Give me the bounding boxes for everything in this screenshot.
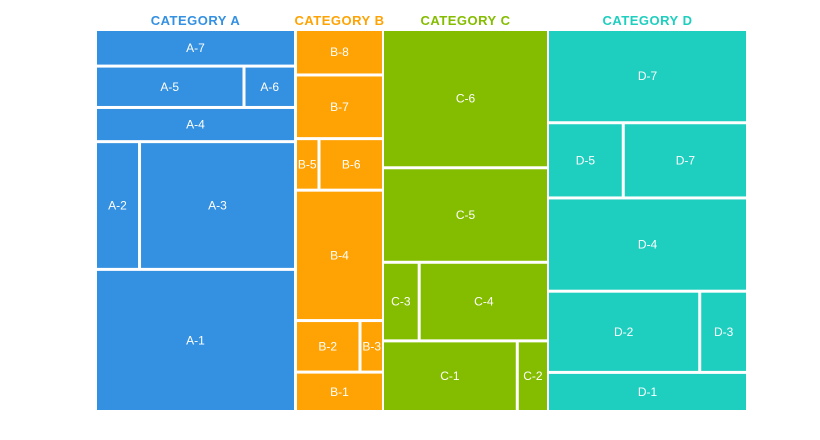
category-b-tile-b-7-1 — [297, 76, 382, 138]
category-d-tile-d-3-5 — [701, 292, 746, 371]
category-c-tile-c-4-3-label: C-4 — [474, 295, 494, 309]
category-a-tile-a-6-2 — [245, 67, 294, 106]
category-a-tile-a-2-4 — [97, 143, 139, 268]
category-b-tile-b-3-6-label: B-3 — [362, 339, 381, 353]
category-a-tile-a-5-1-label: A-5 — [160, 80, 179, 94]
category-c-tile-c-5-1-label: C-5 — [456, 208, 476, 222]
category-d-tile-d-2-4-label: D-2 — [614, 325, 634, 339]
category-d-tile-d-3-5-label: D-3 — [714, 325, 734, 339]
category-a-tile-a-3-5 — [141, 143, 294, 268]
category-b-tile-b-1-7 — [297, 373, 382, 410]
category-c-tile-c-6-0 — [384, 31, 547, 167]
category-d-tile-d-1-6-label: D-1 — [638, 385, 658, 399]
category-d-tile-d-7-2-label: D-7 — [676, 153, 696, 167]
category-b-tile-b-4-4-label: B-4 — [330, 248, 349, 262]
category-c-tile-c-5-1 — [384, 169, 547, 261]
category-d-tile-d-5-1 — [549, 124, 622, 197]
category-a-tile-a-1-6 — [97, 270, 294, 410]
category-c-tile-c-2-5 — [518, 342, 547, 410]
category-b-tile-b-8-0 — [297, 31, 382, 74]
category-d-tile-d-7-2 — [624, 124, 746, 197]
category-d-title: CATEGORY D — [603, 13, 693, 28]
category-b-tile-b-5-2 — [297, 140, 318, 189]
category-b-tile-b-6-3 — [320, 140, 382, 189]
category-b-tile-b-1-7-label: B-1 — [330, 385, 349, 399]
category-a-tile-a-5-1 — [97, 67, 243, 106]
category-b-title: CATEGORY B — [295, 13, 385, 28]
category-a-tile-a-7-0 — [97, 31, 294, 65]
category-c-tile-c-3-2 — [384, 263, 418, 340]
category-a-title: CATEGORY A — [151, 13, 241, 28]
category-a-tile-a-4-3 — [97, 108, 294, 141]
category-d-tile-d-7-0-label: D-7 — [638, 69, 658, 83]
category-c-tile-c-3-2-label: C-3 — [391, 295, 411, 309]
category-b-tile-b-5-2-label: B-5 — [298, 157, 317, 171]
category-c-tile-c-2-5-label: C-2 — [523, 369, 543, 383]
category-b-tile-b-6-3-label: B-6 — [342, 157, 361, 171]
category-d-tile-d-1-6 — [549, 373, 746, 410]
category-a-tile-a-4-3-label: A-4 — [186, 118, 205, 132]
category-b-tile-b-3-6 — [361, 322, 382, 371]
category-b-tile-b-2-5-label: B-2 — [318, 339, 337, 353]
category-c-tile-c-1-4 — [384, 342, 516, 410]
category-a-tile-a-2-4-label: A-2 — [108, 199, 127, 213]
category-b-tile-b-8-0-label: B-8 — [330, 45, 349, 59]
category-d-tile-d-7-0 — [549, 31, 746, 122]
category-d-tile-d-5-1-label: D-5 — [576, 153, 596, 167]
category-d-tile-d-4-3-label: D-4 — [638, 238, 658, 252]
category-a-tile-a-6-2-label: A-6 — [260, 80, 279, 94]
category-b-tile-b-7-1-label: B-7 — [330, 100, 349, 114]
category-d-tile-d-4-3 — [549, 199, 746, 290]
category-a-tile-a-1-6-label: A-1 — [186, 333, 205, 347]
category-c-tile-c-1-4-label: C-1 — [440, 369, 460, 383]
category-c-tile-c-4-3 — [420, 263, 547, 340]
category-d-tile-d-2-4 — [549, 292, 699, 371]
category-c-tile-c-6-0-label: C-6 — [456, 92, 476, 106]
category-b-tile-b-4-4 — [297, 191, 382, 320]
category-b-tile-b-2-5 — [297, 322, 359, 371]
category-a-tile-a-3-5-label: A-3 — [208, 199, 227, 213]
category-c-title: CATEGORY C — [421, 13, 511, 28]
category-a-tile-a-7-0-label: A-7 — [186, 41, 205, 55]
